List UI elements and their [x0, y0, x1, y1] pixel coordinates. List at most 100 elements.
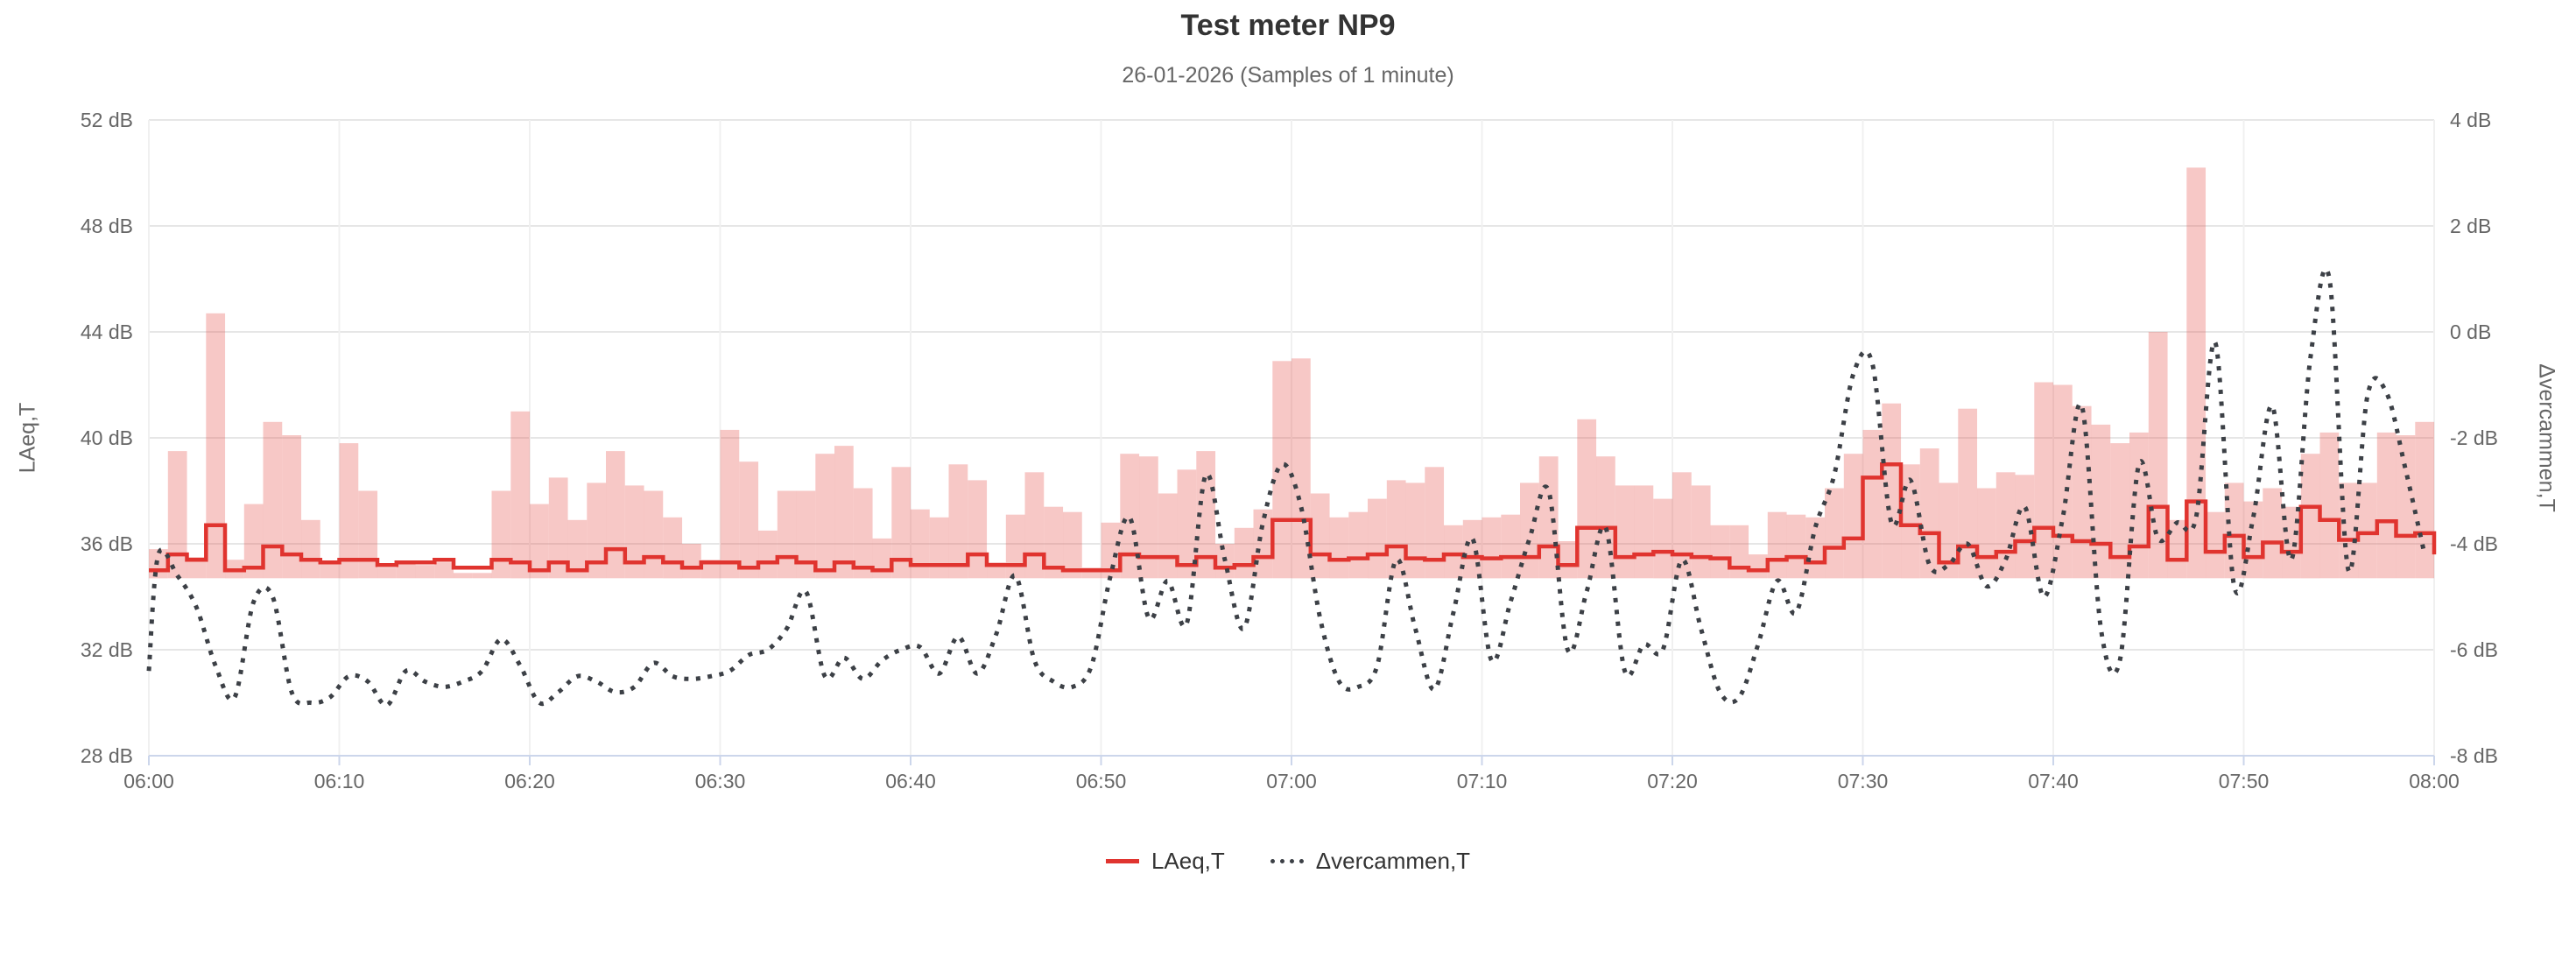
bar-minute-118 — [2396, 435, 2416, 579]
bar-minute-16 — [454, 573, 473, 579]
legend-label-laeq: LAeq,T — [1151, 848, 1225, 874]
bar-minute-102 — [2091, 424, 2111, 579]
bar-minute-79 — [1653, 498, 1673, 579]
left-axis-title: LAeq,T — [15, 402, 40, 474]
bar-minute-37 — [853, 488, 873, 579]
bar-minute-110 — [2243, 501, 2263, 579]
bar-minute-11 — [358, 490, 378, 579]
bar-minute-26 — [644, 490, 664, 579]
bar-minute-48 — [1063, 511, 1082, 579]
right-axis-labels: 4 dB 2 dB 0 dB -2 dB -4 dB -6 dB -8 dB — [2450, 109, 2498, 767]
bar-minute-7 — [282, 435, 302, 579]
right-axis-label-2: 0 dB — [2450, 321, 2491, 343]
x-axis — [148, 755, 2435, 765]
bar-minute-59 — [1272, 361, 1292, 579]
bar-minute-78 — [1634, 485, 1654, 579]
bar-minute-34 — [796, 490, 816, 579]
x-axis-label-12: 08:00 — [2409, 770, 2460, 792]
x-axis-label-0: 06:00 — [123, 770, 174, 792]
max-band-columns-series — [149, 167, 2435, 579]
bar-minute-19 — [510, 411, 531, 579]
x-axis-label-5: 06:50 — [1076, 770, 1127, 792]
bar-minute-20 — [530, 504, 549, 579]
bar-minute-104 — [2129, 432, 2149, 579]
bar-minute-35 — [815, 454, 835, 579]
bar-minute-67 — [1425, 467, 1445, 579]
bar-minute-32 — [758, 530, 778, 579]
bar-minute-106 — [2167, 519, 2187, 579]
left-axis-label-6: 28 dB — [81, 744, 133, 767]
bar-minute-83 — [1729, 525, 1749, 579]
right-axis-label-3: -2 dB — [2450, 426, 2498, 449]
bar-minute-119 — [2415, 421, 2435, 579]
x-axis-label-6: 07:00 — [1266, 770, 1317, 792]
bar-minute-46 — [1024, 472, 1045, 579]
bar-minute-112 — [2282, 506, 2301, 579]
bar-minute-113 — [2300, 454, 2320, 579]
right-axis-label-1: 2 dB — [2450, 215, 2491, 237]
bar-minute-84 — [1749, 554, 1768, 579]
bar-minute-38 — [872, 538, 892, 579]
bar-minute-68 — [1444, 525, 1463, 579]
bar-minute-93 — [1919, 448, 1939, 579]
bar-minute-108 — [2206, 511, 2225, 579]
bar-minute-72 — [1520, 483, 1539, 579]
bar-minute-41 — [929, 517, 949, 579]
bar-minute-21 — [548, 477, 568, 579]
bar-minute-55 — [1196, 451, 1216, 579]
bar-minute-116 — [2358, 483, 2377, 579]
bar-minute-36 — [834, 446, 854, 579]
legend-item-delta[interactable]: Δvercammen,T — [1270, 848, 1470, 875]
bar-minute-107 — [2186, 167, 2206, 579]
bar-minute-28 — [682, 544, 701, 579]
bar-minute-96 — [1977, 488, 1996, 579]
legend-label-delta: Δvercammen,T — [1315, 848, 1471, 874]
x-axis-label-2: 06:20 — [504, 770, 555, 792]
bar-minute-17 — [472, 573, 492, 579]
bar-minute-77 — [1615, 485, 1635, 579]
legend: LAeq,T Δvercammen,T — [0, 848, 2576, 875]
bar-minute-88 — [1825, 488, 1844, 579]
bar-minute-45 — [1005, 514, 1025, 579]
left-axis-label-2: 44 dB — [81, 321, 133, 343]
laeq-line-swatch-icon — [1105, 859, 1139, 863]
bar-minute-82 — [1710, 525, 1730, 579]
right-axis-label-5: -6 dB — [2450, 638, 2498, 661]
x-axis-label-8: 07:20 — [1647, 770, 1698, 792]
left-axis-label-4: 36 dB — [81, 532, 133, 555]
bar-minute-109 — [2224, 483, 2244, 579]
x-axis-label-4: 06:40 — [885, 770, 936, 792]
right-axis-label-6: -8 dB — [2450, 744, 2498, 767]
bar-minute-53 — [1158, 493, 1178, 579]
x-axis-label-1: 06:10 — [314, 770, 365, 792]
vertical-gridlines — [148, 120, 2435, 756]
bar-minute-117 — [2376, 432, 2397, 579]
chart-subtitle: 26-01-2026 (Samples of 1 minute) — [1122, 63, 1454, 88]
bar-minute-71 — [1501, 514, 1521, 579]
bar-minute-9 — [320, 562, 340, 579]
right-axis-title: Δvercammen,T — [2534, 363, 2559, 512]
bar-minute-85 — [1767, 511, 1787, 579]
bar-minute-86 — [1786, 514, 1806, 579]
bar-minute-25 — [624, 485, 644, 579]
bar-minute-54 — [1177, 469, 1197, 579]
bar-minute-75 — [1577, 419, 1597, 579]
right-axis-label-0: 4 dB — [2450, 109, 2491, 131]
bar-minute-103 — [2110, 443, 2130, 579]
bar-minute-39 — [891, 467, 911, 579]
left-axis-label-0: 52 dB — [81, 109, 133, 131]
x-axis-label-11: 07:50 — [2219, 770, 2270, 792]
bar-minute-80 — [1672, 472, 1692, 579]
left-axis-labels: 52 dB 48 dB 44 dB 40 dB 36 dB 32 dB 28 dB — [81, 109, 133, 767]
bar-minute-95 — [1958, 408, 1978, 579]
bar-minute-98 — [2015, 475, 2035, 579]
bar-minute-2 — [187, 557, 207, 579]
legend-item-laeq[interactable]: LAeq,T — [1105, 848, 1225, 875]
bar-minute-5 — [243, 504, 264, 579]
bar-minute-42 — [948, 464, 968, 579]
bar-minute-114 — [2319, 432, 2340, 579]
chart-title: Test meter NP9 — [1180, 9, 1396, 42]
bar-minute-40 — [911, 509, 930, 579]
bar-minute-62 — [1329, 517, 1349, 579]
